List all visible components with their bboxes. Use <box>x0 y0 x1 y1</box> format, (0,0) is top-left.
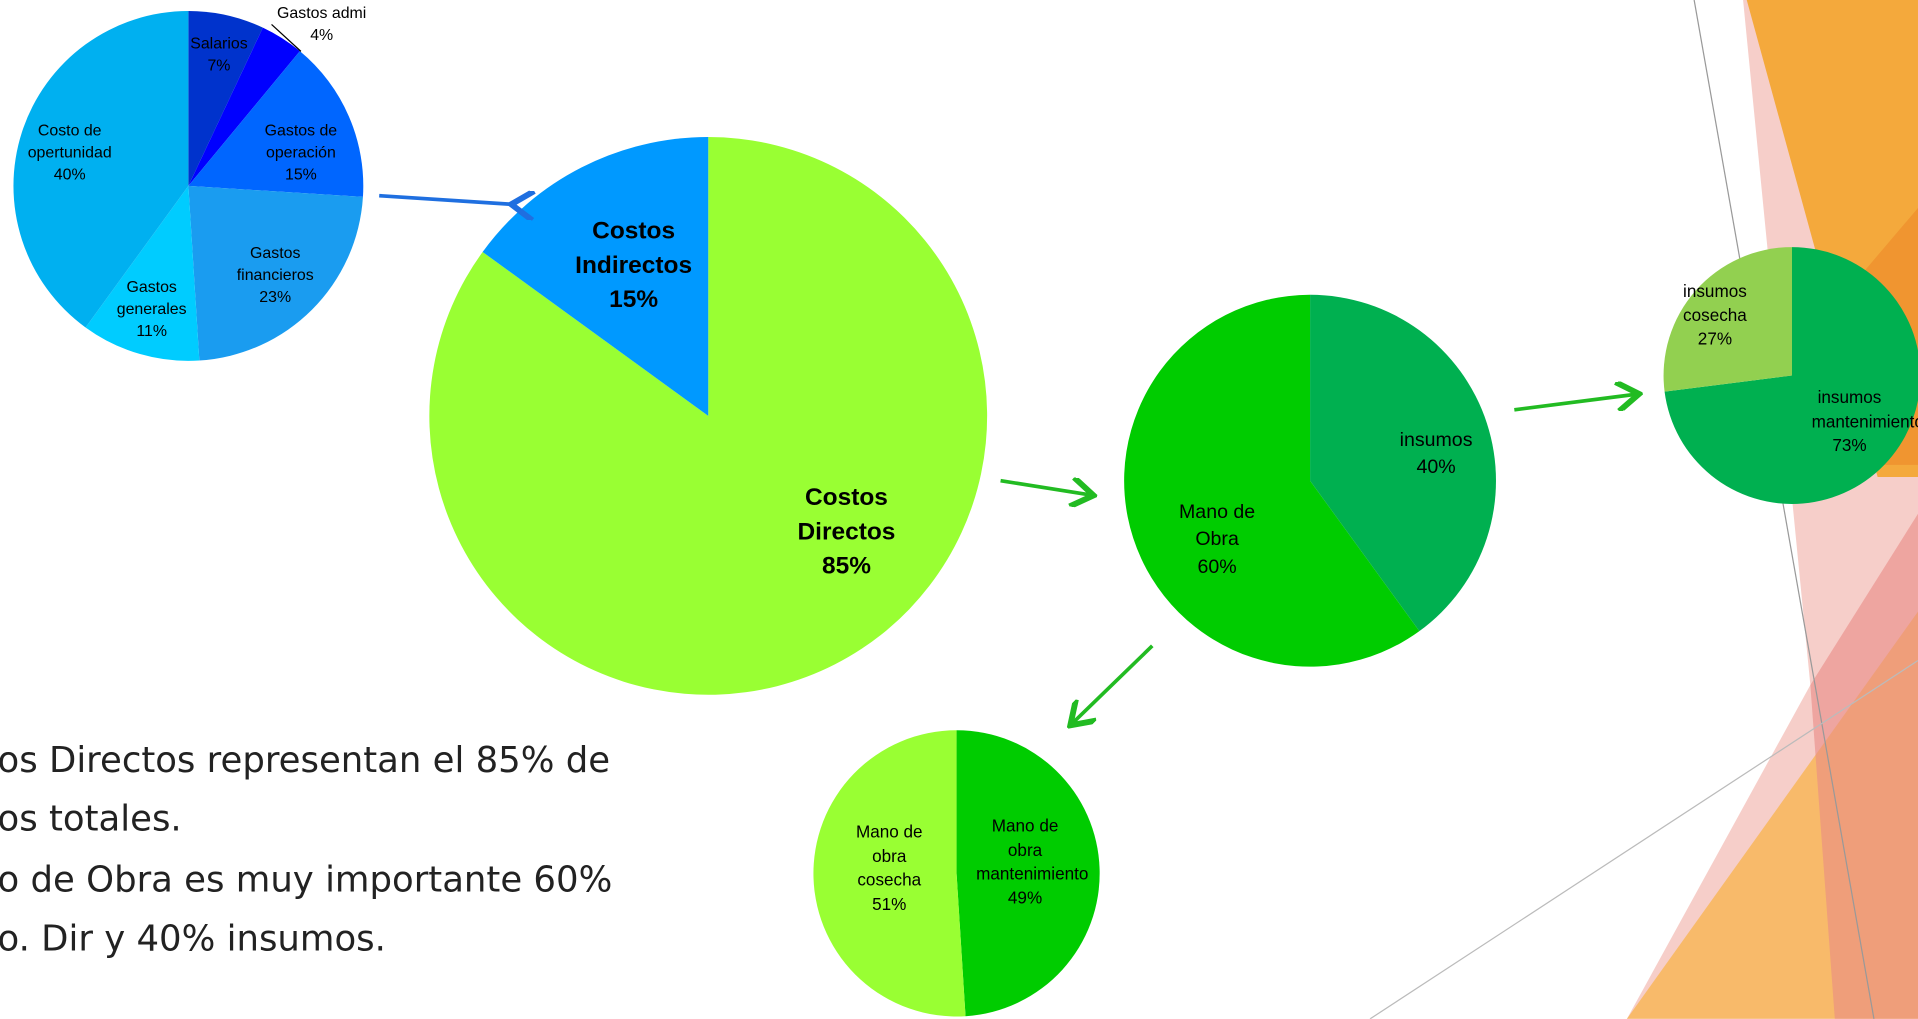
value-label: 40% <box>53 165 86 184</box>
pie-slice <box>188 11 263 186</box>
slice-label: Salarios 7% <box>164 33 274 77</box>
slice-label: Mano de obra cosecha 51% <box>840 821 938 917</box>
slice-label: insumos mantenimiento 73% <box>1811 386 1918 458</box>
bullet-text: os totales. <box>0 797 182 840</box>
pie-slice <box>1124 294 1420 667</box>
value-label: 49% <box>1007 887 1043 908</box>
arrow <box>1000 481 1094 496</box>
slice-label: Mano de Obra 60% <box>1162 500 1272 582</box>
category-label: Mano de obra cosecha <box>855 821 923 890</box>
category-label: insumos <box>1399 430 1473 451</box>
pie-slice <box>482 136 709 416</box>
slice-label: insumos 40% <box>1381 428 1491 483</box>
slice-label: Gastos admi 4% <box>267 2 377 46</box>
pie-slice <box>188 51 364 197</box>
category-label: Mano de obra mantenimiento <box>976 815 1089 884</box>
value-label: 51% <box>872 893 907 914</box>
category-label: Gastos financieros <box>236 243 314 284</box>
pie-slice <box>85 185 200 361</box>
category-label: insumos mantenimiento <box>1811 387 1918 431</box>
pie-slice <box>1664 247 1918 504</box>
category-label: Gastos admi <box>277 3 367 22</box>
arrow <box>379 196 511 205</box>
pie-slice <box>813 730 966 1017</box>
slice-label: insumos cosecha 27% <box>1677 280 1753 352</box>
category-label: Mano de Obra <box>1179 502 1256 551</box>
value-label: 85% <box>821 552 871 580</box>
value-label: 60% <box>1197 556 1237 578</box>
leader-line <box>271 24 302 52</box>
bullet-text: o de Obra es muy importante 60% <box>0 858 613 901</box>
slice-label: Costos Directos 85% <box>779 481 914 584</box>
slice-label: Costos Indirectos 15% <box>566 214 701 317</box>
arrows <box>271 24 1640 726</box>
slice-label: Costo de opertunidad 40% <box>15 120 125 187</box>
pie-slice <box>1310 294 1496 632</box>
pie-slice <box>1663 247 1793 392</box>
category-label: Gastos de operación <box>264 120 338 162</box>
bullet-text: o. Dir y 40% insumos. <box>0 917 386 959</box>
value-label: 15% <box>284 165 317 184</box>
value-label: 4% <box>310 25 334 45</box>
value-label: 23% <box>259 287 292 306</box>
value-label: 15% <box>609 286 659 314</box>
category-label: insumos cosecha <box>1683 280 1747 325</box>
arrow <box>1514 394 1639 410</box>
slice-label: Mano de obra mantenimiento 49% <box>976 814 1089 910</box>
slice-label: Gastos de operación 15% <box>246 120 356 187</box>
pie-slice <box>956 730 1100 1017</box>
decoration <box>1369 0 1918 1019</box>
slice-label: Gastos generales 11% <box>97 276 207 343</box>
pie-slice <box>188 27 300 186</box>
value-label: 27% <box>1697 328 1733 349</box>
value-label: 11% <box>136 321 168 341</box>
arrow <box>1070 644 1154 726</box>
bullet-text: os Directos representan el 85% de <box>0 738 611 781</box>
slice-label: Gastos financieros 23% <box>220 242 330 309</box>
pie-slice <box>13 11 189 328</box>
value-label: 7% <box>207 56 231 75</box>
value-label: 40% <box>1416 457 1456 479</box>
category-label: Costo de opertunidad <box>27 120 112 162</box>
value-label: 73% <box>1832 435 1867 455</box>
pie-slice <box>188 185 363 361</box>
category-label: Costos Indirectos <box>575 217 693 279</box>
category-label: Costos Directos <box>797 484 896 546</box>
category-label: Salarios <box>190 34 248 53</box>
category-label: Gastos generales <box>116 277 187 318</box>
